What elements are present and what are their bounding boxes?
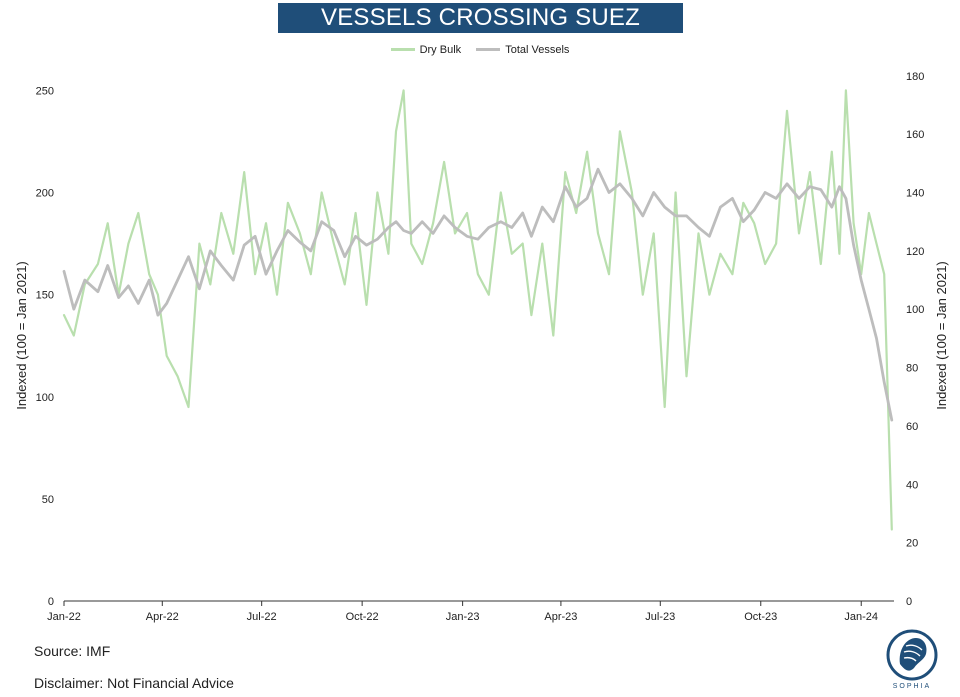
logo-wordmark: SOPHIA (893, 683, 931, 690)
y-tick-label-left: 100 (36, 392, 54, 404)
chart-title: VESSELS CROSSING SUEZ CANAL (278, 3, 683, 61)
x-tick-label: Oct-22 (346, 611, 379, 623)
x-tick-label: Jul-23 (645, 611, 675, 623)
legend-swatch-dry-bulk (390, 48, 415, 51)
x-tick-label: Jan-23 (446, 611, 480, 623)
legend-label-total-vessels: Total Vessels (505, 43, 570, 56)
y-tick-label-right: 120 (906, 246, 924, 258)
source-note: Source: IMF (34, 643, 111, 659)
y-tick-label-left: 50 (42, 494, 54, 506)
y-tick-label-right: 60 (906, 421, 918, 433)
y-tick-label-left: 250 (36, 85, 54, 97)
x-tick-label: Jul-22 (247, 611, 277, 623)
sophia-logo-icon: SOPHIA (886, 629, 938, 690)
y-tick-label-right: 180 (906, 71, 924, 83)
y-tick-label-right: 100 (906, 304, 924, 316)
x-tick-label: Apr-22 (146, 611, 179, 623)
y-tick-label-right: 20 (906, 538, 918, 550)
series-line-dry-bulk (62, 89, 893, 531)
series-line-total-vessels (62, 167, 894, 422)
y-tick-label-right: 0 (906, 596, 912, 608)
y-tick-label-right: 80 (906, 363, 918, 375)
disclaimer-note: Disclaimer: Not Financial Advice (34, 675, 234, 691)
x-tick-label: Jan-22 (47, 611, 81, 623)
legend-item-dry-bulk: Dry Bulk (390, 43, 462, 56)
y-tick-label-right: 160 (906, 129, 924, 141)
x-tick-label: Oct-23 (744, 611, 777, 623)
legend-swatch-total-vessels (476, 48, 501, 51)
y-tick-label-left: 150 (36, 290, 54, 302)
y-tick-label-left: 200 (36, 188, 54, 200)
y-tick-label-right: 140 (906, 188, 924, 200)
legend: Dry Bulk Total Vessels (0, 42, 960, 56)
y-tick-label-right: 40 (906, 479, 918, 491)
y-axis-title-left: Indexed (100 = Jan 2021) (14, 261, 29, 410)
y-tick-label-left: 0 (48, 596, 54, 608)
x-tick-label: Jan-24 (844, 611, 878, 623)
y-axis-title-right: Indexed (100 = Jan 2021) (934, 261, 949, 410)
x-tick-label: Apr-23 (544, 611, 577, 623)
legend-label-dry-bulk: Dry Bulk (419, 43, 462, 56)
legend-item-total-vessels: Total Vessels (476, 44, 569, 56)
